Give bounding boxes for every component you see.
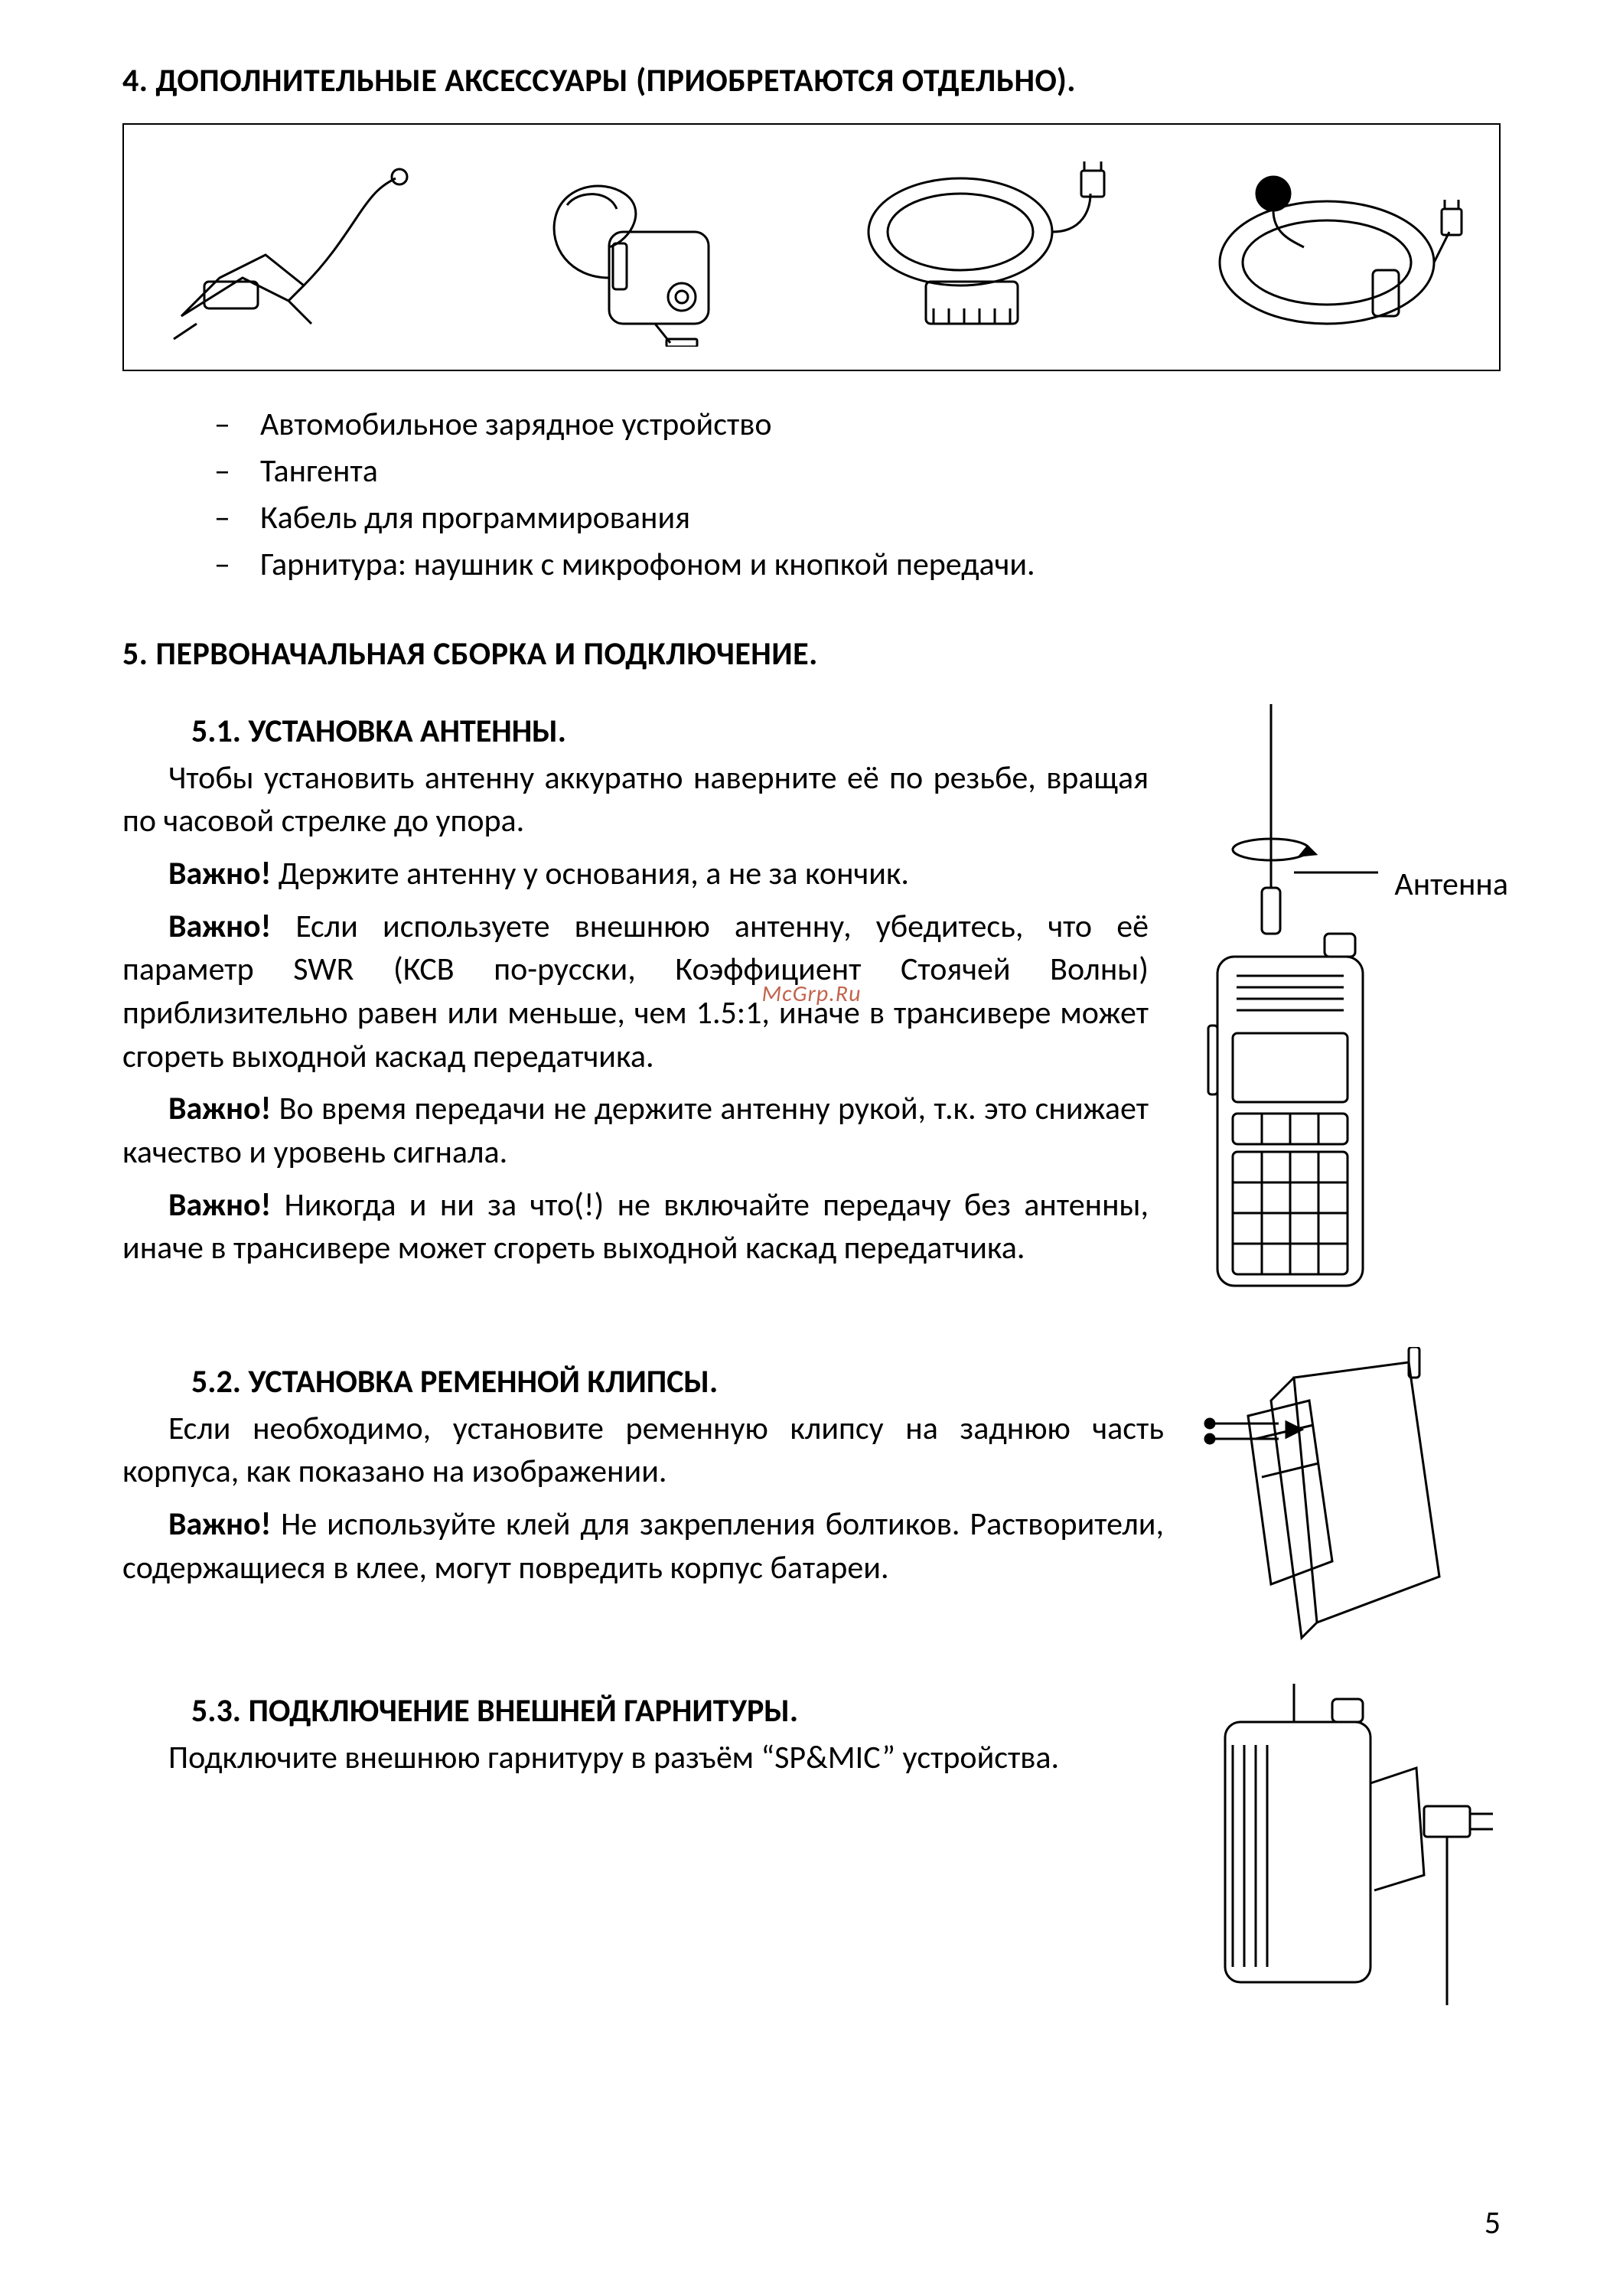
paragraph-text: Не используйте клей для закрепления болт…: [122, 1505, 1164, 1587]
section-5-1-title: 5.1. УСТАНОВКА АНТЕННЫ.: [122, 712, 1149, 751]
paragraph: Важно! Никогда и ни за что(!) не включай…: [122, 1184, 1149, 1270]
list-item: Автомобильное зарядное устройство: [214, 402, 1501, 448]
section-5-3-text: 5.3. ПОДКЛЮЧЕНИЕ ВНЕШНЕЙ ГАРНИТУРЫ. Подк…: [122, 1676, 1164, 1789]
section-5-3-row: 5.3. ПОДКЛЮЧЕНИЕ ВНЕШНЕЙ ГАРНИТУРЫ. Подк…: [122, 1676, 1501, 2013]
radio-antenna-figure: Антенна: [1164, 696, 1501, 1324]
paragraph: Важно! Не используйте клей для закреплен…: [122, 1503, 1164, 1590]
paragraph-text: Если используете внешнюю антенну, убедит…: [122, 907, 1149, 1076]
speaker-mic-icon: [494, 148, 785, 347]
antenna-label: Антенна: [1394, 865, 1508, 904]
important-label: Важно!: [168, 854, 271, 893]
important-label: Важно!: [168, 1089, 271, 1128]
section4-title: 4. ДОПОЛНИТЕЛЬНЫЕ АКСЕССУАРЫ (ПРИОБРЕТАЮ…: [122, 61, 1501, 100]
section5-title: 5. ПЕРВОНАЧАЛЬНАЯ СБОРКА И ПОДКЛЮЧЕНИЕ.: [122, 634, 1501, 673]
paragraph: Подключите внешнюю гарнитуру в разъём “S…: [122, 1737, 1164, 1780]
earpiece-icon: [1181, 148, 1472, 347]
paragraph: Важно! Если используете внешнюю антенну,…: [122, 905, 1149, 1079]
paragraph: Если необходимо, установите ременную кли…: [122, 1407, 1164, 1494]
accessories-panel: [122, 123, 1501, 371]
important-label: Важно!: [168, 1186, 271, 1225]
section-5-1-text: 5.1. УСТАНОВКА АНТЕННЫ. Чтобы установить…: [122, 696, 1149, 1280]
list-item: Тангента: [214, 448, 1501, 495]
list-item: Кабель для программирования: [214, 495, 1501, 542]
important-label: Важно!: [168, 1505, 271, 1544]
paragraph-text: Никогда и ни за что(!) не включайте пере…: [122, 1186, 1149, 1268]
headset-jack-figure: [1179, 1676, 1501, 2013]
paragraph: Чтобы установить антенну аккуратно навер…: [122, 757, 1149, 843]
paragraph-text: Держите антенну у основания, а не за кон…: [271, 854, 909, 893]
page-number: 5: [1484, 2203, 1501, 2242]
section-5-2-title: 5.2. УСТАНОВКА РЕМЕННОЙ КЛИПСЫ.: [122, 1362, 1164, 1401]
section-5-1-row: 5.1. УСТАНОВКА АНТЕННЫ. Чтобы установить…: [122, 696, 1501, 1324]
section-5-2-text: 5.2. УСТАНОВКА РЕМЕННОЙ КЛИПСЫ. Если нео…: [122, 1347, 1164, 1600]
belt-clip-figure: [1179, 1347, 1501, 1653]
section-5-3-title: 5.3. ПОДКЛЮЧЕНИЕ ВНЕШНЕЙ ГАРНИТУРЫ.: [122, 1691, 1164, 1730]
accessories-list: Автомобильное зарядное устройство Танген…: [122, 402, 1501, 589]
prog-cable-icon: [838, 148, 1129, 347]
important-label: Важно!: [168, 907, 271, 946]
section-5-2-row: 5.2. УСТАНОВКА РЕМЕННОЙ КЛИПСЫ. Если нео…: [122, 1347, 1501, 1653]
manual-page: 4. ДОПОЛНИТЕЛЬНЫЕ АКСЕССУАРЫ (ПРИОБРЕТАЮ…: [0, 0, 1623, 2296]
paragraph: Важно! Держите антенну у основания, а не…: [122, 853, 1149, 896]
paragraph-text: Во время передачи не держите антенну рук…: [122, 1089, 1149, 1172]
paragraph: Важно! Во время передачи не держите анте…: [122, 1088, 1149, 1174]
list-item: Гарнитура: наушник с микрофоном и кнопко…: [214, 542, 1501, 589]
car-charger-icon: [151, 148, 442, 347]
